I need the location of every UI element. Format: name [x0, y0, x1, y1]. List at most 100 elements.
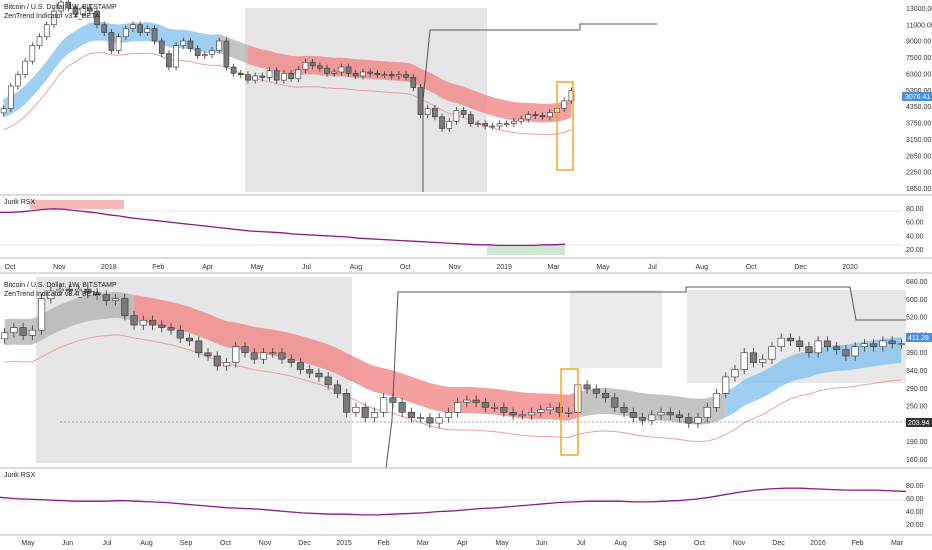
candle-body [94, 10, 100, 26]
candle-body [10, 327, 18, 334]
last-price-tag [902, 92, 932, 101]
x-axis: May Jun Jul Aug Sep Oct Nov Dec 2015 Feb Mar Apr May… [21, 540, 903, 547]
y-tick-label: 3150.00 [906, 137, 931, 144]
candle-body [202, 54, 208, 56]
x-tick-label: Feb [851, 540, 863, 547]
chart-title: Bitcoin / U.S. Dollar, 1W, BITSTAMP [4, 282, 117, 289]
x-tick-label: Sep [654, 540, 667, 547]
candle-body [102, 294, 110, 301]
candle-body [407, 412, 415, 418]
candle-body [195, 340, 203, 354]
x-tick-label: Nov [448, 264, 461, 271]
x-tick-label: Oct [746, 264, 757, 271]
candle-body [759, 358, 767, 363]
candles [1, 284, 905, 428]
candle-body [115, 36, 122, 51]
candle-body [22, 60, 28, 75]
candle-body [749, 352, 757, 363]
x-tick-label: Jul [302, 264, 311, 271]
x-tick-label: Dec [298, 540, 311, 547]
candle-body [149, 319, 157, 326]
candle-body [173, 45, 179, 68]
candle-body [374, 73, 381, 75]
x-tick-label: May [250, 264, 264, 271]
candle-body [139, 319, 147, 326]
y-tick-label: 80.00 [906, 483, 924, 490]
y-tick-label: 190.00 [906, 439, 928, 446]
y-tick-label: 390.00 [906, 350, 928, 357]
x-tick-label: Dec [772, 540, 785, 547]
band-segment [725, 336, 902, 418]
y-tick-label: 60.00 [906, 220, 924, 227]
candle-body [439, 116, 445, 129]
candle-body [620, 406, 628, 413]
candle-body [230, 66, 237, 74]
candle-body [396, 74, 402, 77]
step-line [422, 23, 657, 192]
candle-body [703, 406, 711, 418]
candle-body [491, 406, 499, 409]
x-tick-label: Jul [648, 264, 657, 271]
pane-bottom-rsx: Jurik RSX 80.00 60.00 40.00 20.00 [0, 472, 924, 529]
candle-body [583, 384, 591, 390]
candle-body [370, 412, 378, 418]
x-tick-label: Oct [5, 264, 16, 271]
candle-body [460, 110, 467, 115]
candle-body [879, 340, 887, 347]
x-tick-label: Sep [180, 540, 193, 547]
y-tick-label: 520.00 [906, 315, 928, 322]
candle-body [666, 412, 674, 416]
candle-body [296, 362, 304, 370]
candle-body [472, 399, 480, 403]
candle-body [453, 110, 460, 122]
candle-body [500, 406, 508, 413]
candle-body [250, 352, 258, 360]
chart-subtitle: ZenTrend Indicator v3.4_BETA [4, 291, 100, 298]
candle-body [278, 352, 286, 360]
pane-top-price: Bitcoin / U.S. Dollar, 1W, BITSTAMP ZenT… [0, 0, 932, 193]
candle-body [0, 108, 7, 114]
candle-body [444, 412, 452, 418]
x-tick-label: Dec [794, 264, 807, 271]
y-axis: 80.00 60.00 40.00 20.00 [906, 483, 924, 529]
candle-body [151, 28, 158, 42]
candle-body [204, 352, 212, 357]
candle-body [15, 74, 21, 87]
y-tick-label: 5300.00 [906, 88, 931, 95]
x-tick-label: Jul [577, 540, 586, 547]
candle-body [352, 73, 359, 77]
candle-body [870, 343, 878, 347]
candle-body [194, 48, 201, 56]
candle-body [273, 70, 280, 81]
candle-body [345, 66, 352, 74]
y-tick-label: 250.00 [906, 404, 928, 411]
trail-line [4, 334, 902, 443]
candle-body [694, 417, 702, 424]
candle-body [388, 74, 395, 77]
candle-body [568, 90, 575, 102]
candle-body [509, 412, 517, 416]
candle-body [380, 397, 388, 413]
x-axis: Oct Nov 2018 Feb Apr May Jul Aug Oct Nov 2019 Mar Ma… [5, 264, 858, 271]
candle-body [539, 115, 546, 118]
y-tick-label: 2250.00 [906, 170, 931, 177]
x-tick-label: Nov [733, 540, 746, 547]
rsx-title: Jurik RSX [4, 472, 35, 479]
candles [0, 0, 575, 132]
candle-body [897, 343, 905, 346]
y-axis: 80.00 60.00 40.00 20.00 [906, 206, 924, 254]
candle-body [302, 61, 309, 70]
x-tick-label: Mar [547, 264, 560, 271]
candle-body [381, 74, 388, 76]
candle-body [389, 397, 397, 403]
price-tag-label: 203.94 [908, 420, 930, 427]
candle-body [36, 36, 43, 46]
y-tick-label: 6300.00 [906, 71, 931, 78]
candle-body [209, 50, 215, 55]
y-tick-label: 40.00 [906, 233, 924, 240]
pane-top-rsx: Jurik RSX 80.00 60.00 40.00 20.00 [0, 199, 924, 255]
candle-body [482, 123, 488, 127]
y-tick-label: 340.00 [906, 368, 928, 375]
chart-subtitle: ZenTrend Indicator v3.4_BETA [4, 13, 100, 20]
